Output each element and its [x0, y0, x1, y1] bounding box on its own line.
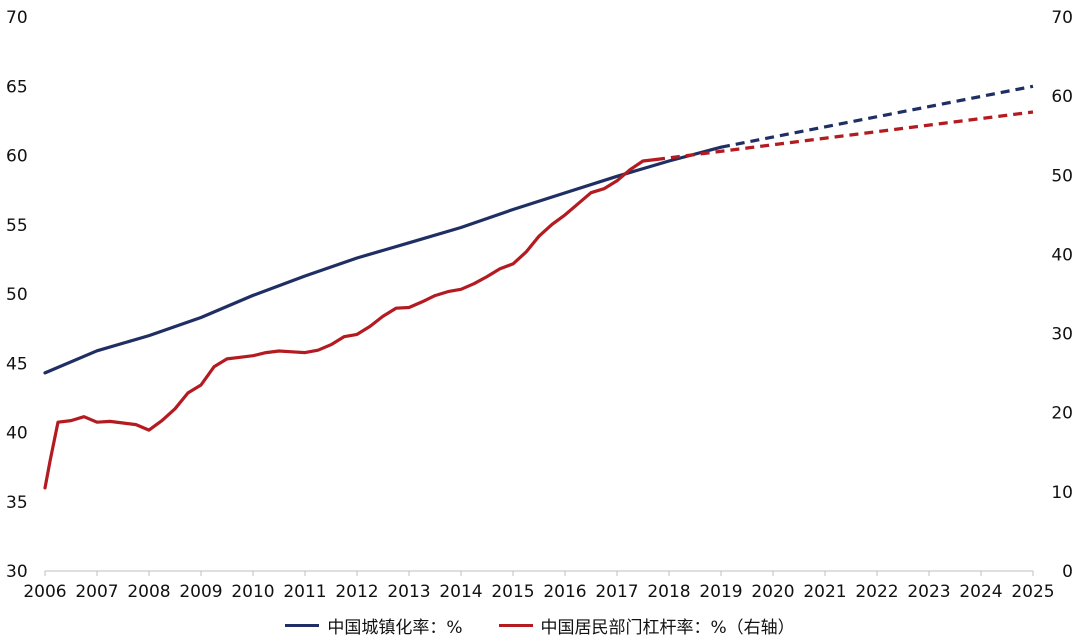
right-y-tick-label: 0 [1062, 562, 1073, 582]
x-tick-label: 2010 [231, 582, 274, 602]
left-y-tick-label: 50 [6, 285, 28, 305]
x-tick-label: 2015 [491, 582, 534, 602]
x-tick-label: 2016 [543, 582, 586, 602]
series-layer [43, 84, 1034, 490]
x-tick-label: 2017 [595, 582, 638, 602]
x-tick-label: 2019 [699, 582, 742, 602]
legend-item-leverage: 中国居民部门杠杆率：%（右轴） [498, 613, 795, 638]
x-tick-label: 2021 [803, 582, 846, 602]
x-tick-label: 2020 [751, 582, 794, 602]
left-y-axis: 30 35 40 45 50 55 60 65 70 [6, 8, 28, 582]
left-y-tick-label: 60 [6, 147, 28, 167]
left-y-tick-label: 30 [6, 562, 28, 582]
right-y-tick-label: 60 [1051, 87, 1073, 107]
x-tick-label: 2012 [335, 582, 378, 602]
x-tick-label: 2008 [127, 582, 170, 602]
x-tick-label: 2018 [647, 582, 690, 602]
legend-swatch-leverage [498, 623, 533, 627]
left-y-tick-label: 55 [6, 216, 28, 236]
x-tick-label: 2011 [283, 582, 326, 602]
right-y-tick-label: 30 [1051, 325, 1073, 345]
right-y-tick-label: 20 [1051, 404, 1073, 424]
left-y-tick-label: 45 [6, 354, 28, 374]
right-y-tick-label: 70 [1051, 8, 1073, 28]
x-tick-label: 2014 [439, 582, 482, 602]
x-tick-label: 2025 [1011, 582, 1054, 602]
right-y-tick-label: 10 [1051, 483, 1073, 503]
x-tick-label: 2023 [907, 582, 950, 602]
right-y-tick-label: 50 [1051, 166, 1073, 186]
household-leverage-forecast-line [655, 110, 1034, 162]
left-y-tick-label: 35 [6, 493, 28, 513]
x-tick-label: 2009 [179, 582, 222, 602]
left-y-tick-label: 65 [6, 77, 28, 97]
right-y-axis: 0 10 20 30 40 50 60 70 [1051, 8, 1073, 582]
right-y-tick-label: 40 [1051, 245, 1073, 265]
legend-label-leverage: 中国居民部门杠杆率：%（右轴） [540, 617, 795, 638]
urbanization-line [43, 145, 723, 375]
x-tick-label: 2022 [855, 582, 898, 602]
household-leverage-line [43, 157, 658, 490]
legend-item-urban: 中国城镇化率：% [285, 613, 463, 638]
x-tick-label: 2007 [75, 582, 118, 602]
x-axis: 2006 2007 2008 2009 2010 2011 2012 2013 2014 2015… [23, 571, 1055, 602]
x-tick-label: 2024 [959, 582, 1002, 602]
urbanization-forecast-line [720, 84, 1034, 149]
legend-swatch-urban [285, 623, 320, 627]
legend-label-urban: 中国城镇化率：% [327, 617, 463, 638]
x-tick-label: 2013 [387, 582, 430, 602]
left-y-tick-label: 70 [6, 8, 28, 28]
legend: 中国城镇化率：% 中国居民部门杠杆率：%（右轴） [0, 610, 1080, 640]
x-tick-label: 2006 [23, 582, 66, 602]
left-y-tick-label: 40 [6, 424, 28, 444]
